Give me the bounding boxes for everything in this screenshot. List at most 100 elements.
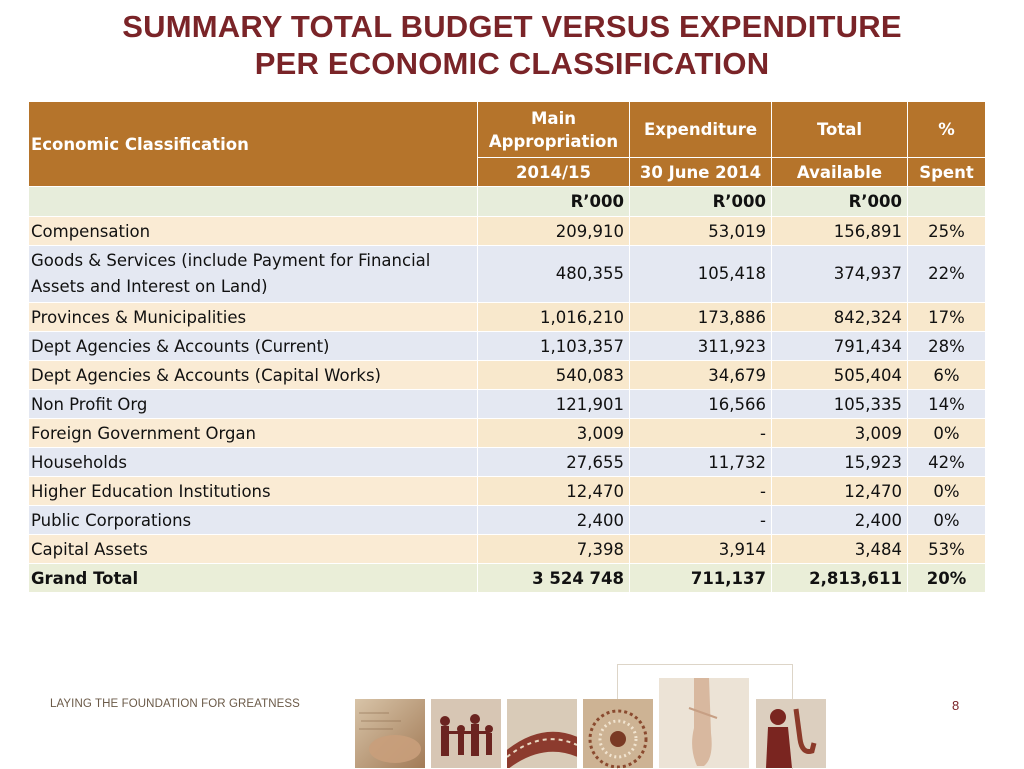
row-label: Dept Agencies & Accounts (Capital Works) bbox=[28, 360, 478, 390]
grand-total-expenditure: 711,137 bbox=[629, 563, 772, 593]
row-spent: 42% bbox=[907, 447, 986, 477]
grand-total-appropriation: 3 524 748 bbox=[477, 563, 630, 593]
grand-total-row: Grand Total 3 524 748 711,137 2,813,611 20% bbox=[28, 563, 986, 593]
grand-total-available: 2,813,611 bbox=[771, 563, 908, 593]
row-expenditure: 53,019 bbox=[629, 216, 772, 246]
units-cell-blank bbox=[28, 186, 478, 217]
row-appropriation: 1,016,210 bbox=[477, 302, 630, 332]
row-spent: 6% bbox=[907, 360, 986, 390]
table-row: Compensation 209,910 53,019 156,891 25% bbox=[28, 216, 986, 246]
row-expenditure: 34,679 bbox=[629, 360, 772, 390]
row-appropriation: 3,009 bbox=[477, 418, 630, 448]
table-row: Capital Assets 7,398 3,914 3,484 53% bbox=[28, 534, 986, 564]
row-spent: 0% bbox=[907, 476, 986, 506]
row-expenditure: 173,886 bbox=[629, 302, 772, 332]
header-spent: Spent bbox=[907, 157, 986, 187]
row-appropriation: 480,355 bbox=[477, 245, 630, 303]
row-label: Capital Assets bbox=[28, 534, 478, 564]
row-label: Compensation bbox=[28, 216, 478, 246]
row-expenditure: 311,923 bbox=[629, 331, 772, 361]
row-spent: 53% bbox=[907, 534, 986, 564]
row-label: Non Profit Org bbox=[28, 389, 478, 419]
row-expenditure: - bbox=[629, 418, 772, 448]
row-expenditure: - bbox=[629, 476, 772, 506]
row-appropriation: 540,083 bbox=[477, 360, 630, 390]
row-appropriation: 1,103,357 bbox=[477, 331, 630, 361]
table-row: Foreign Government Organ 3,009-3,009 0% bbox=[28, 418, 986, 448]
row-available: 12,470 bbox=[771, 476, 908, 506]
slide-title-line1: SUMMARY TOTAL BUDGET VERSUS EXPENDITURE bbox=[122, 9, 902, 44]
row-available: 105,335 bbox=[771, 389, 908, 419]
row-appropriation: 209,910 bbox=[477, 216, 630, 246]
row-label: Dept Agencies & Accounts (Current) bbox=[28, 331, 478, 361]
beadwork-photo-icon bbox=[583, 699, 653, 768]
units-cell: R’000 bbox=[771, 186, 908, 217]
row-spent: 28% bbox=[907, 331, 986, 361]
row-label: Public Corporations bbox=[28, 505, 478, 535]
film-strip-photo-icon bbox=[507, 699, 577, 768]
slide-title: SUMMARY TOTAL BUDGET VERSUS EXPENDITURE … bbox=[0, 8, 1024, 82]
row-label: Higher Education Institutions bbox=[28, 476, 478, 506]
slide-title-line2: PER ECONOMIC CLASSIFICATION bbox=[254, 46, 770, 81]
row-available: 2,400 bbox=[771, 505, 908, 535]
grand-total-label: Grand Total bbox=[28, 563, 478, 593]
header-main-appropriation: Main Appropriation bbox=[477, 101, 630, 158]
row-appropriation: 121,901 bbox=[477, 389, 630, 419]
table-row: Higher Education Institutions 12,470-12,4… bbox=[28, 476, 986, 506]
table-row: Provinces & Municipalities 1,016,210 173,8… bbox=[28, 302, 986, 332]
page-number: 8 bbox=[952, 698, 960, 713]
row-spent: 22% bbox=[907, 245, 986, 303]
units-cell-blank bbox=[907, 186, 986, 217]
row-spent: 0% bbox=[907, 505, 986, 535]
row-available: 791,434 bbox=[771, 331, 908, 361]
table-row: Public Corporations 2,400-2,400 0% bbox=[28, 505, 986, 535]
header-row: Economic Classification Main Appropriati… bbox=[28, 101, 986, 187]
row-available: 842,324 bbox=[771, 302, 908, 332]
row-label: Households bbox=[28, 447, 478, 477]
handwriting-photo-icon bbox=[355, 699, 425, 768]
row-spent: 25% bbox=[907, 216, 986, 246]
row-available: 374,937 bbox=[771, 245, 908, 303]
row-appropriation: 12,470 bbox=[477, 476, 630, 506]
row-label: Provinces & Municipalities bbox=[28, 302, 478, 332]
header-expenditure: Expenditure bbox=[629, 101, 772, 158]
table-row: Goods & Services (include Payment for Fi… bbox=[28, 245, 986, 303]
row-label: Goods & Services (include Payment for Fi… bbox=[28, 245, 478, 303]
header-date: 30 June 2014 bbox=[629, 157, 772, 187]
footer-tagline: LAYING THE FOUNDATION FOR GREATNESS bbox=[50, 698, 300, 710]
row-spent: 0% bbox=[907, 418, 986, 448]
units-cell: R’000 bbox=[629, 186, 772, 217]
row-available: 3,009 bbox=[771, 418, 908, 448]
header-percent: % bbox=[907, 101, 986, 158]
row-appropriation: 2,400 bbox=[477, 505, 630, 535]
row-expenditure: 11,732 bbox=[629, 447, 772, 477]
family-silhouette-photo-icon bbox=[431, 699, 501, 768]
table-row: Dept Agencies & Accounts (Current) 1,103,… bbox=[28, 331, 986, 361]
header-year: 2014/15 bbox=[477, 157, 630, 187]
header-available: Available bbox=[771, 157, 908, 187]
row-available: 15,923 bbox=[771, 447, 908, 477]
row-label: Foreign Government Organ bbox=[28, 418, 478, 448]
header-economic-classification: Economic Classification bbox=[28, 101, 478, 187]
units-cell: R’000 bbox=[477, 186, 630, 217]
saxophone-player-photo-icon bbox=[756, 699, 826, 768]
row-available: 505,404 bbox=[771, 360, 908, 390]
units-row: R’000 R’000 R’000 bbox=[28, 186, 986, 217]
header-subrow: 2014/15 30 June 2014 Available Spent bbox=[29, 157, 986, 187]
row-spent: 14% bbox=[907, 389, 986, 419]
header-main-appropriation-label: Main Appropriation bbox=[488, 108, 619, 151]
ballet-shoe-photo-icon bbox=[659, 678, 749, 768]
table-row: Dept Agencies & Accounts (Capital Works)… bbox=[28, 360, 986, 390]
row-appropriation: 27,655 bbox=[477, 447, 630, 477]
row-expenditure: 16,566 bbox=[629, 389, 772, 419]
header-total: Total bbox=[771, 101, 908, 158]
row-expenditure: 105,418 bbox=[629, 245, 772, 303]
grand-total-spent: 20% bbox=[907, 563, 986, 593]
row-expenditure: - bbox=[629, 505, 772, 535]
table-row: Non Profit Org 121,901 16,566 105,335 14% bbox=[28, 389, 986, 419]
row-spent: 17% bbox=[907, 302, 986, 332]
row-expenditure: 3,914 bbox=[629, 534, 772, 564]
row-available: 156,891 bbox=[771, 216, 908, 246]
row-available: 3,484 bbox=[771, 534, 908, 564]
budget-table: Economic Classification Main Appropriati… bbox=[28, 101, 986, 593]
